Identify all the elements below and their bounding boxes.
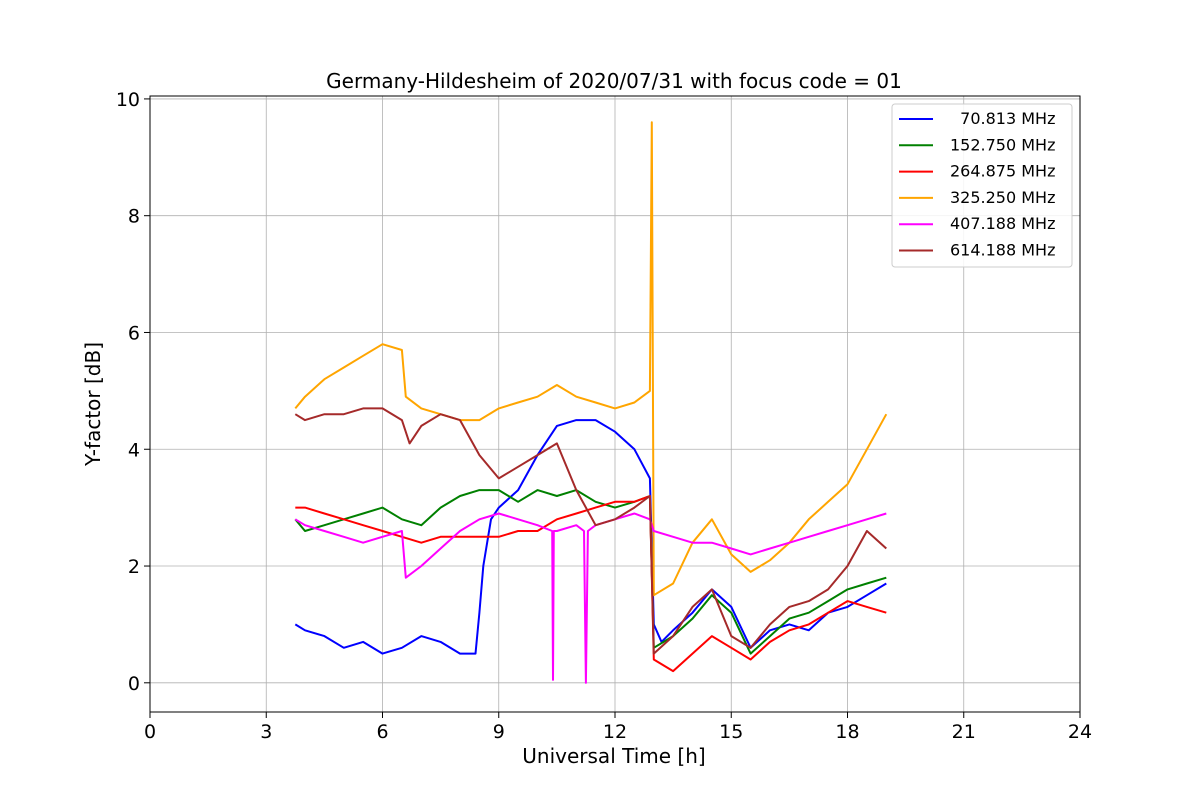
legend-label-3: 264.875 MHz xyxy=(950,162,1055,181)
y-tick-label: 6 xyxy=(128,322,140,344)
legend-box xyxy=(891,103,1073,268)
series-line-4 xyxy=(294,121,888,597)
x-tick-label: 15 xyxy=(719,721,743,743)
y-tick-label: 0 xyxy=(128,673,140,695)
y-axis-label: Y-factor [dB] xyxy=(81,342,105,467)
legend-label-1: 70.813 MHz xyxy=(950,109,1055,128)
series-line-3 xyxy=(295,495,887,673)
series-line-2 xyxy=(294,489,887,655)
x-tick-label: 18 xyxy=(835,721,859,743)
legend-label-5: 407.188 MHz xyxy=(950,214,1055,233)
chart-title: Germany-Hildesheim of 2020/07/31 with fo… xyxy=(326,69,902,93)
x-tick-label: 12 xyxy=(603,721,627,743)
x-tick-label: 3 xyxy=(260,721,272,743)
series-layer xyxy=(294,121,888,684)
y-tick-label: 8 xyxy=(128,206,140,228)
series-line-1 xyxy=(294,419,887,655)
legend-label-2: 152.750 MHz xyxy=(950,135,1055,154)
x-tick-label: 24 xyxy=(1068,721,1092,743)
legend-label-4: 325.250 MHz xyxy=(950,188,1055,207)
x-tick-label: 21 xyxy=(952,721,976,743)
y-tick-label: 4 xyxy=(128,439,140,461)
x-tick-label: 9 xyxy=(493,721,505,743)
x-axis-label: Universal Time [h] xyxy=(522,744,705,768)
y-tick-label: 2 xyxy=(128,556,140,578)
series-line-5 xyxy=(294,512,887,684)
x-tick-label: 0 xyxy=(144,721,156,743)
x-tick-label: 6 xyxy=(376,721,388,743)
x-axis-ticks: 0 3 6 9 12 15 18 21 24 xyxy=(144,712,1092,743)
legend-label-6: 614.188 MHz xyxy=(950,241,1055,260)
legend: 70.813 MHz 152.750 MHz 264.875 MHz 325.250 … xyxy=(891,103,1073,268)
y-tick-label: 10 xyxy=(116,89,140,111)
series-line-6 xyxy=(294,407,887,655)
y-axis-ticks: 0 2 4 6 8 10 xyxy=(116,89,150,695)
